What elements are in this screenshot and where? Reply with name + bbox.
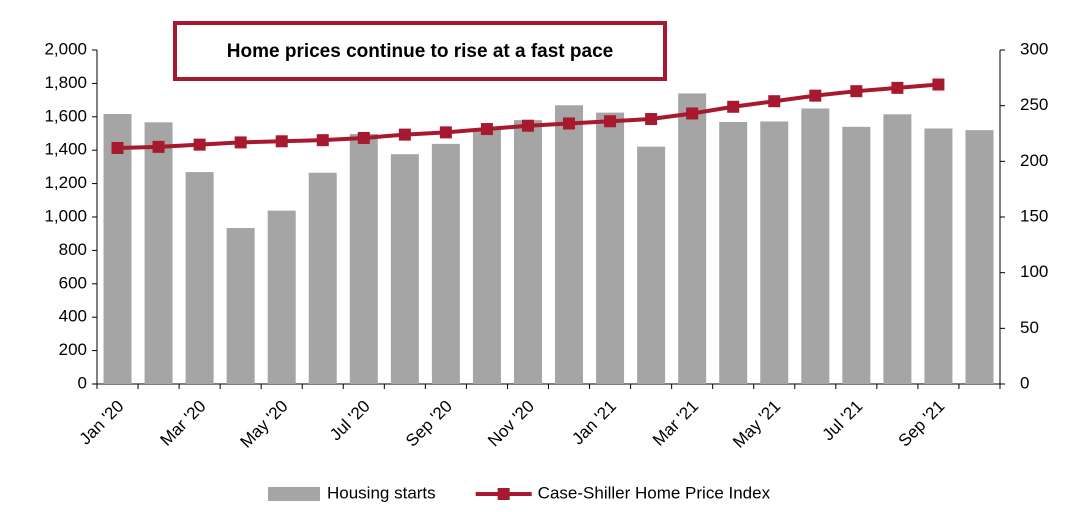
line-marker [357, 131, 370, 144]
legend-swatch [497, 488, 510, 500]
line-marker [439, 126, 452, 139]
y2-tick-label: 0 [1020, 373, 1029, 392]
bar [555, 105, 584, 384]
x-tick-label: Jan '21 [568, 397, 620, 449]
x-tick-label: Jul '20 [326, 397, 374, 445]
y-tick-label: 2,000 [44, 39, 87, 58]
bar [883, 114, 912, 385]
x-tick-label: Sep '20 [402, 397, 456, 451]
y2-tick-label: 300 [1020, 39, 1048, 58]
line-marker [234, 136, 247, 149]
y-tick-label: 800 [59, 240, 87, 259]
x-tick-label: May '20 [237, 397, 292, 452]
y-tick-label: 1,800 [44, 73, 87, 92]
x-tick-label: Mar '20 [156, 397, 209, 450]
x-tick-label: Jan '20 [76, 397, 128, 449]
y-tick-label: 1,200 [44, 173, 87, 192]
x-tick-label: May '21 [729, 397, 784, 452]
bar [924, 128, 953, 384]
bar [678, 93, 707, 385]
line-marker [891, 81, 904, 94]
line-marker [480, 123, 493, 136]
bar [431, 143, 460, 384]
line-marker [850, 85, 863, 98]
legend-swatch [268, 487, 320, 501]
line-marker [932, 78, 945, 91]
line-marker [768, 95, 781, 108]
y-tick-label: 400 [59, 307, 87, 326]
x-tick-label: Nov '20 [484, 397, 538, 451]
line-marker [809, 89, 822, 102]
bar [308, 172, 337, 384]
bar [842, 126, 871, 384]
y-tick-label: 1,600 [44, 106, 87, 125]
bar [103, 113, 132, 384]
y2-tick-label: 150 [1020, 206, 1048, 225]
title-box [173, 21, 667, 81]
line-marker [193, 138, 206, 151]
legend-label: Case-Shiller Home Price Index [538, 483, 771, 502]
bar [719, 121, 748, 385]
bar [226, 228, 255, 384]
x-tick-label: Jul '21 [819, 397, 867, 445]
y-tick-label: 600 [59, 273, 87, 292]
line-marker [521, 119, 534, 132]
y2-tick-label: 250 [1020, 95, 1048, 114]
line-marker [645, 113, 658, 126]
line-marker [111, 141, 124, 154]
legend-label: Housing starts [327, 483, 436, 502]
line-marker [316, 134, 329, 147]
y2-tick-label: 50 [1020, 318, 1039, 337]
bar [596, 112, 625, 384]
bar [185, 172, 214, 384]
line-marker [275, 135, 288, 148]
y-tick-label: 1,400 [44, 140, 87, 159]
chart-title: Home prices continue to rise at a fast p… [227, 41, 613, 62]
line-marker [727, 100, 740, 113]
line-marker [563, 117, 576, 130]
bar [349, 134, 378, 384]
y-tick-label: 1,000 [44, 206, 87, 225]
line-marker [604, 115, 617, 128]
bar [965, 130, 994, 384]
x-tick-label: Sep '21 [895, 397, 949, 451]
bar [513, 120, 542, 384]
bar [390, 154, 419, 384]
bar [801, 108, 830, 384]
line-marker [152, 140, 165, 153]
bar [637, 146, 666, 384]
bar [267, 210, 296, 384]
line-marker [686, 107, 699, 120]
bar [472, 128, 501, 384]
x-tick-label: Mar '21 [649, 397, 702, 450]
line-marker [398, 128, 411, 141]
bar [144, 122, 173, 384]
bar [760, 121, 789, 384]
y2-tick-label: 200 [1020, 151, 1048, 170]
y2-tick-label: 100 [1020, 262, 1048, 281]
y-tick-label: 200 [59, 340, 87, 359]
y-tick-label: 0 [78, 373, 87, 392]
